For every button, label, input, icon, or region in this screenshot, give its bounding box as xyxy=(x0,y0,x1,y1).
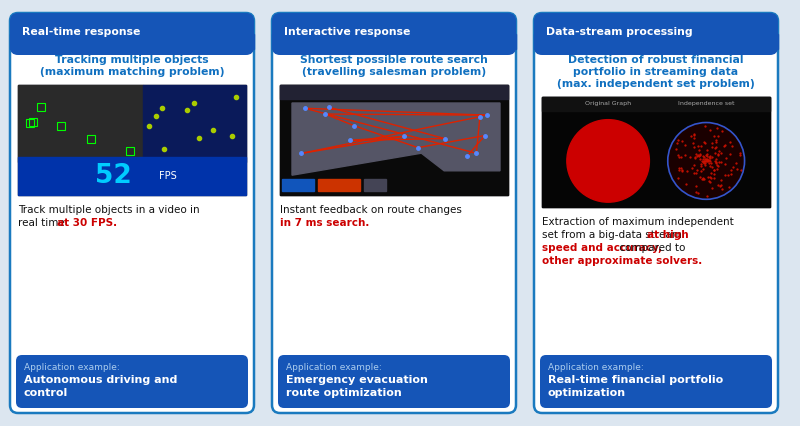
FancyBboxPatch shape xyxy=(534,13,778,55)
Bar xyxy=(18,85,246,195)
Bar xyxy=(29,118,37,126)
Text: (travelling salesman problem): (travelling salesman problem) xyxy=(302,67,486,77)
Text: (max. independent set problem): (max. independent set problem) xyxy=(557,79,755,89)
Bar xyxy=(57,122,65,130)
Text: speed and accuracy,: speed and accuracy, xyxy=(542,243,662,253)
FancyBboxPatch shape xyxy=(534,13,778,413)
Text: Instant feedback on route changes: Instant feedback on route changes xyxy=(280,205,462,215)
Bar xyxy=(26,119,34,127)
Circle shape xyxy=(567,120,650,202)
Bar xyxy=(542,97,770,111)
FancyBboxPatch shape xyxy=(540,355,772,408)
Text: Tracking multiple objects: Tracking multiple objects xyxy=(55,55,209,65)
FancyBboxPatch shape xyxy=(10,13,254,413)
Bar xyxy=(86,135,94,143)
Text: Detection of robust financial: Detection of robust financial xyxy=(568,55,744,65)
Text: set from a big-data stream: set from a big-data stream xyxy=(542,230,685,240)
Text: Interactive response: Interactive response xyxy=(284,27,410,37)
Bar xyxy=(542,97,770,207)
Bar xyxy=(542,97,770,207)
Text: control: control xyxy=(24,388,68,398)
Bar xyxy=(18,156,246,195)
Bar xyxy=(280,85,508,195)
Bar xyxy=(10,34,254,49)
Text: Real-time financial portfolio: Real-time financial portfolio xyxy=(548,375,723,385)
Text: Real-time response: Real-time response xyxy=(22,27,140,37)
Text: Application example:: Application example: xyxy=(286,363,382,372)
Bar xyxy=(18,85,143,162)
Text: (maximum matching problem): (maximum matching problem) xyxy=(40,67,224,77)
Text: Application example:: Application example: xyxy=(24,363,120,372)
Text: in 7 ms search.: in 7 ms search. xyxy=(280,218,370,228)
FancyBboxPatch shape xyxy=(10,13,254,55)
Text: Track multiple objects in a video in: Track multiple objects in a video in xyxy=(18,205,200,215)
Bar xyxy=(143,85,246,162)
Text: optimization: optimization xyxy=(548,388,626,398)
Text: Shortest possible route search: Shortest possible route search xyxy=(300,55,488,65)
FancyBboxPatch shape xyxy=(272,13,516,413)
Text: Independence set: Independence set xyxy=(678,101,734,106)
Text: 52: 52 xyxy=(95,163,132,189)
Bar xyxy=(126,147,134,155)
Bar xyxy=(364,179,386,191)
Text: other approximate solvers.: other approximate solvers. xyxy=(542,256,702,266)
Text: at high: at high xyxy=(647,230,689,240)
Text: at 30 FPS.: at 30 FPS. xyxy=(57,218,117,228)
Text: Data-stream processing: Data-stream processing xyxy=(546,27,693,37)
Bar xyxy=(280,85,508,99)
Text: compared to: compared to xyxy=(616,243,686,253)
Bar xyxy=(318,179,360,191)
Text: portfolio in streaming data: portfolio in streaming data xyxy=(574,67,738,77)
Bar xyxy=(280,85,508,195)
Text: Original Graph: Original Graph xyxy=(585,101,631,106)
Polygon shape xyxy=(292,103,500,175)
Bar xyxy=(38,103,46,111)
Text: Application example:: Application example: xyxy=(548,363,644,372)
Text: real time: real time xyxy=(18,218,68,228)
FancyBboxPatch shape xyxy=(16,355,248,408)
Bar xyxy=(272,34,516,49)
Text: route optimization: route optimization xyxy=(286,388,402,398)
Text: Emergency evacuation: Emergency evacuation xyxy=(286,375,428,385)
Text: FPS: FPS xyxy=(159,171,177,181)
Text: Autonomous driving and: Autonomous driving and xyxy=(24,375,178,385)
Text: Extraction of maximum independent: Extraction of maximum independent xyxy=(542,217,734,227)
FancyBboxPatch shape xyxy=(272,13,516,55)
Bar xyxy=(282,179,314,191)
Circle shape xyxy=(668,123,745,199)
FancyBboxPatch shape xyxy=(278,355,510,408)
Bar xyxy=(534,34,778,49)
